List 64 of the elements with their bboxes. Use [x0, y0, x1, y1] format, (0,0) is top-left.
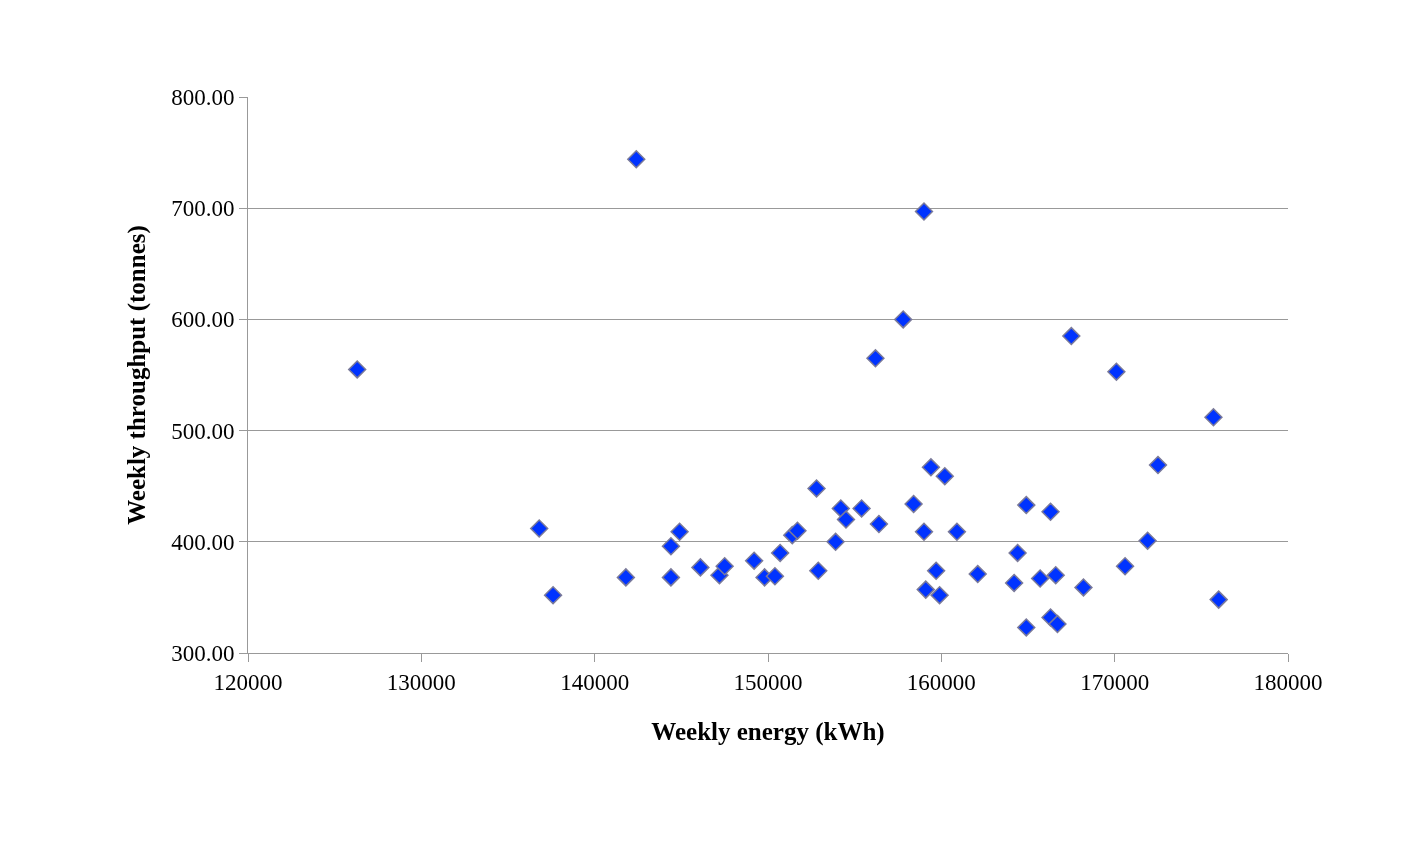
point [914, 522, 934, 541]
y-tick-label: 400.00 [171, 529, 235, 555]
point [543, 585, 563, 605]
point [930, 585, 949, 605]
point [744, 551, 764, 570]
point [836, 510, 856, 529]
point [807, 479, 826, 498]
point [1074, 578, 1093, 597]
point [916, 580, 935, 599]
point [1107, 362, 1126, 381]
point [530, 519, 549, 538]
x-tick-label: 130000 [386, 669, 456, 695]
point [1041, 502, 1060, 521]
point [1008, 543, 1027, 563]
point [1004, 573, 1024, 593]
point [627, 150, 646, 169]
point [765, 567, 785, 586]
point [1017, 618, 1036, 637]
point [788, 521, 807, 540]
x-tick-label: 120000 [213, 669, 283, 695]
y-tick-label: 700.00 [171, 196, 235, 222]
point [1148, 455, 1168, 475]
point [1209, 590, 1228, 609]
x-tick-label: 160000 [906, 669, 976, 695]
point [1062, 326, 1081, 346]
point [661, 537, 681, 556]
point [715, 557, 734, 576]
point [852, 499, 871, 518]
point [926, 561, 946, 580]
point [1046, 565, 1065, 585]
point [1138, 531, 1157, 550]
y-tick-label: 500.00 [171, 418, 235, 444]
y-tick-label: 800.00 [171, 85, 235, 111]
point [947, 522, 967, 541]
y-tick-label: 300.00 [171, 641, 235, 667]
point [831, 499, 850, 518]
point [670, 522, 689, 541]
point [935, 466, 954, 486]
point [894, 310, 913, 329]
point [691, 558, 710, 577]
point [904, 494, 923, 514]
point [1030, 569, 1050, 588]
x-tick-label: 180000 [1253, 669, 1323, 695]
x-tick-label: 140000 [560, 669, 630, 695]
point [1204, 408, 1223, 427]
y-axis-title: Weekly throughput (tonnes) [122, 225, 151, 525]
point [921, 458, 941, 477]
point [866, 349, 885, 368]
point [809, 561, 828, 580]
point [616, 568, 636, 587]
x-tick-label: 150000 [733, 669, 803, 695]
point [770, 543, 790, 563]
point [914, 202, 934, 221]
y-tick-label: 600.00 [171, 307, 235, 333]
point [968, 564, 987, 584]
x-tick-label: 170000 [1080, 669, 1150, 695]
point [1048, 614, 1067, 634]
point [1017, 495, 1036, 515]
point [348, 360, 367, 379]
point [1115, 557, 1135, 576]
point [869, 514, 889, 534]
point [661, 568, 681, 587]
x-axis-title: Weekly energy (kWh) [651, 717, 885, 746]
point [826, 532, 845, 551]
